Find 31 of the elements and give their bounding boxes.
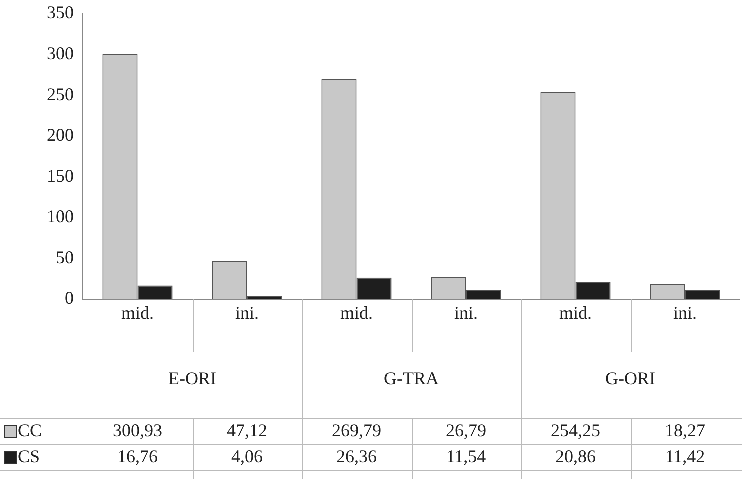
text: E-ORI: [168, 368, 216, 389]
y-tick-label: 150: [47, 166, 74, 186]
x-tick-label: mid.: [340, 302, 374, 323]
data-label: 254,25: [551, 420, 600, 441]
data-label: 16,76: [118, 446, 158, 467]
x-tick-label: ini.: [454, 302, 478, 323]
legend-label: CS: [18, 446, 40, 467]
legend-label: CC: [18, 420, 42, 441]
y-tick-label: 50: [56, 247, 74, 268]
x-tick-label: mid.: [559, 302, 592, 323]
data-label: 20,86: [556, 446, 596, 467]
data-label: 300,93: [113, 420, 162, 441]
y-tick-label: 300: [47, 44, 74, 64]
data-label: 47,12: [227, 420, 268, 441]
y-tick-label: 0: [65, 288, 74, 308]
data-label: 18,27: [665, 420, 706, 441]
data-label: 11,42: [665, 446, 706, 467]
data-label: 26,79: [446, 420, 486, 441]
data-label: 269,79: [332, 420, 382, 441]
y-tick-label: 100: [47, 206, 74, 227]
text: G-ORI: [606, 368, 656, 389]
x-tick-label: ini.: [235, 302, 260, 323]
data-label: 11,54: [446, 446, 486, 467]
y-tick-label: 250: [47, 84, 74, 104]
y-tick-label: 350: [47, 2, 74, 23]
x-tick-label: mid.: [121, 302, 154, 323]
x-tick-label: ini.: [673, 302, 698, 323]
data-label: 4,06: [232, 446, 263, 467]
text: G-TRA: [384, 368, 439, 389]
y-tick-label: 200: [47, 125, 74, 146]
data-label: 26,36: [336, 446, 377, 467]
